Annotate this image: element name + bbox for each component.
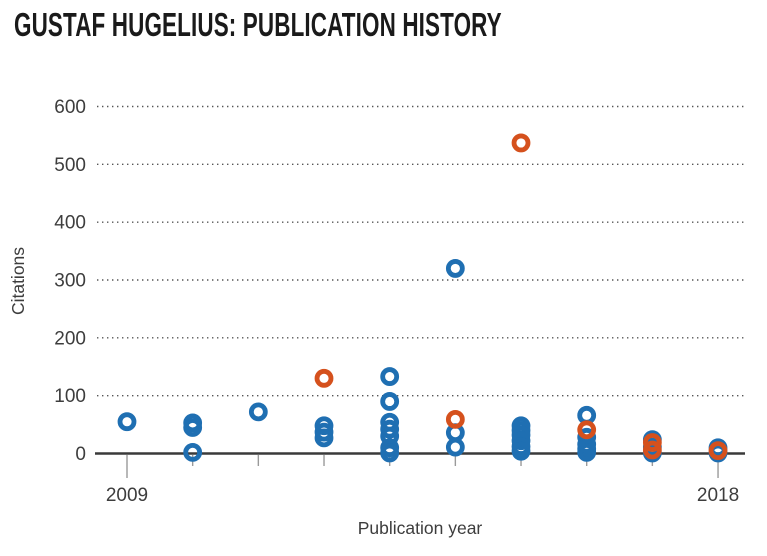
data-point-blue <box>183 442 203 462</box>
data-point-orange <box>511 133 531 153</box>
y-tick-label: 400 <box>54 213 86 234</box>
data-point-blue <box>183 418 203 437</box>
data-point-orange <box>642 433 662 452</box>
data-point-blue <box>577 405 597 425</box>
data-point-blue <box>511 441 531 461</box>
data-point-blue <box>380 419 400 439</box>
x-tick-label: 2018 <box>697 485 739 506</box>
data-point-blue <box>314 428 334 448</box>
y-tick-label: 200 <box>54 328 86 349</box>
data-point-orange <box>708 441 728 461</box>
data-point-blue <box>445 437 465 457</box>
data-point-orange <box>642 440 662 460</box>
tick-labels-group: 0 100 200 300 400 500 600 2009 2018 <box>54 97 739 506</box>
data-point-blue <box>117 412 137 432</box>
data-point-orange <box>577 420 597 440</box>
y-tick-label: 500 <box>54 155 86 176</box>
data-point-blue <box>380 443 400 463</box>
y-tick-label: 300 <box>54 271 86 292</box>
data-point-blue <box>445 259 465 278</box>
data-point-blue <box>380 392 400 411</box>
x-tick-label: 2009 <box>106 485 148 506</box>
data-point-orange <box>445 409 465 429</box>
data-points-group <box>117 133 728 463</box>
gridlines-group <box>97 105 745 397</box>
y-tick-label: 0 <box>75 444 86 465</box>
y-tick-label: 100 <box>54 386 86 407</box>
data-point-blue <box>248 402 268 422</box>
data-point-blue <box>380 367 400 386</box>
x-axis-title: Publication year <box>358 518 483 538</box>
data-point-blue <box>380 426 400 446</box>
data-point-orange <box>314 368 334 388</box>
data-point-blue <box>577 442 597 462</box>
y-axis-title: Citations <box>8 247 28 315</box>
chart-title: GUSTAF HUGELIUS: PUBLICATION HISTORY <box>14 6 502 43</box>
y-tick-label: 600 <box>54 97 86 118</box>
